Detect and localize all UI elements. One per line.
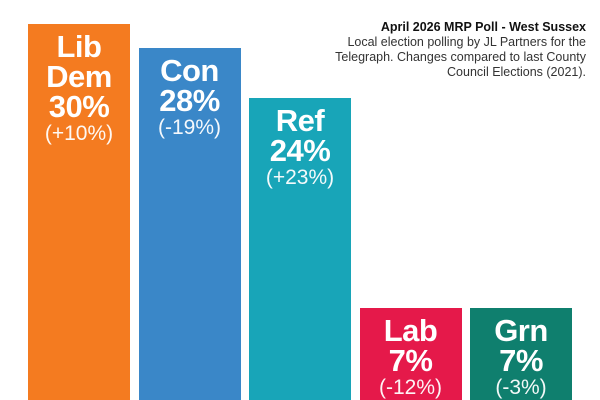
- bar-category-label: Con: [160, 53, 219, 89]
- bar-value-label: 30%: [48, 88, 110, 124]
- chart-title-block: April 2026 MRP Poll - West Sussex Local …: [326, 20, 586, 80]
- bar-value-label: 24%: [269, 132, 331, 168]
- bar-change-label: (-12%): [378, 375, 442, 399]
- bar-value-label: 7%: [499, 342, 543, 378]
- bar-lib-dem: Lib Dem 30% (+10%): [28, 23, 130, 400]
- bar-change-label: (+23%): [265, 165, 335, 189]
- chart-title: April 2026 MRP Poll - West Sussex: [380, 20, 586, 34]
- bar-ref: Ref 24% (+23%): [249, 97, 351, 400]
- bar-category-label: Grn: [494, 312, 548, 348]
- bar-grn: Grn 7% (-3%): [470, 307, 572, 400]
- bar-change-label: (+10%): [44, 121, 114, 145]
- chart-subtitle: Local election polling by JL Partners fo…: [335, 35, 586, 79]
- bar-value-label: 28%: [159, 83, 220, 119]
- bar-category-label: Dem: [46, 58, 112, 94]
- bar-change-label: (-19%): [157, 116, 221, 140]
- bar-con: Con 28% (-19%): [138, 48, 241, 400]
- bar-change-label: (-3%): [495, 375, 547, 399]
- bar-category-label: Lab: [383, 312, 438, 348]
- bar-category-label: Ref: [275, 102, 325, 138]
- bar-value-label: 7%: [388, 342, 433, 378]
- bar-lab: Lab 7% (-12%): [359, 307, 462, 400]
- bar-category-label: Lib: [56, 28, 103, 64]
